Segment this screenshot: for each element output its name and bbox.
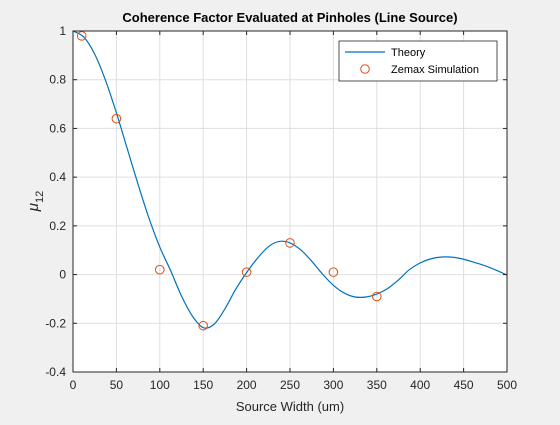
x-tick-label: 500 bbox=[497, 378, 517, 392]
grid-lines bbox=[73, 31, 507, 372]
y-tick-label: -0.4 bbox=[45, 365, 66, 379]
x-tick-label: 0 bbox=[70, 378, 77, 392]
x-tick-label: 300 bbox=[323, 378, 343, 392]
y-axis-label: μ12 bbox=[25, 191, 46, 212]
x-tick-label: 400 bbox=[410, 378, 430, 392]
y-axis-label-subscript: 12 bbox=[34, 191, 46, 203]
zemax-simulation-point bbox=[155, 264, 165, 275]
y-tick-label: 0.8 bbox=[49, 73, 66, 87]
y-tick-label: 0.2 bbox=[49, 219, 66, 233]
chart-title: Coherence Factor Evaluated at Pinholes (… bbox=[122, 10, 457, 25]
legend: Theory Zemax Simulation bbox=[338, 40, 498, 82]
legend-zemax-marker-sample bbox=[360, 64, 370, 74]
axis-ticks: 0 50 100 150 200 250 300 350 400 450 500 -0.4 -0.2 0 0… bbox=[45, 24, 517, 392]
zemax-simulation-point bbox=[111, 113, 122, 124]
y-axis-label-symbol: μ bbox=[25, 203, 42, 212]
x-tick-label: 100 bbox=[150, 378, 170, 392]
x-tick-label: 200 bbox=[237, 378, 257, 392]
theory-curve bbox=[72, 30, 508, 329]
y-tick-label: -0.2 bbox=[45, 316, 66, 330]
zemax-simulation-point bbox=[76, 31, 87, 41]
x-axis-label: Source Width (um) bbox=[236, 399, 344, 414]
zemax-simulation-point bbox=[328, 267, 339, 277]
legend-zemax-label: Zemax Simulation bbox=[391, 64, 479, 76]
y-tick-label: 1 bbox=[59, 24, 66, 38]
y-tick-label: 0.6 bbox=[49, 121, 66, 135]
x-tick-label: 350 bbox=[367, 378, 387, 392]
y-tick-label: 0 bbox=[59, 268, 66, 282]
zemax-simulation-point bbox=[241, 267, 252, 277]
x-tick-label: 50 bbox=[110, 378, 124, 392]
x-tick-label: 150 bbox=[193, 378, 213, 392]
legend-theory-label: Theory bbox=[391, 47, 426, 59]
legend-box bbox=[338, 40, 498, 82]
zemax-simulation-point bbox=[285, 238, 295, 248]
zemax-simulation-point bbox=[372, 291, 382, 302]
x-tick-label: 250 bbox=[280, 378, 300, 392]
x-tick-label: 450 bbox=[454, 378, 474, 392]
zemax-simulation-point bbox=[198, 320, 208, 331]
y-tick-label: 0.4 bbox=[49, 170, 66, 184]
series-layer bbox=[72, 30, 508, 331]
